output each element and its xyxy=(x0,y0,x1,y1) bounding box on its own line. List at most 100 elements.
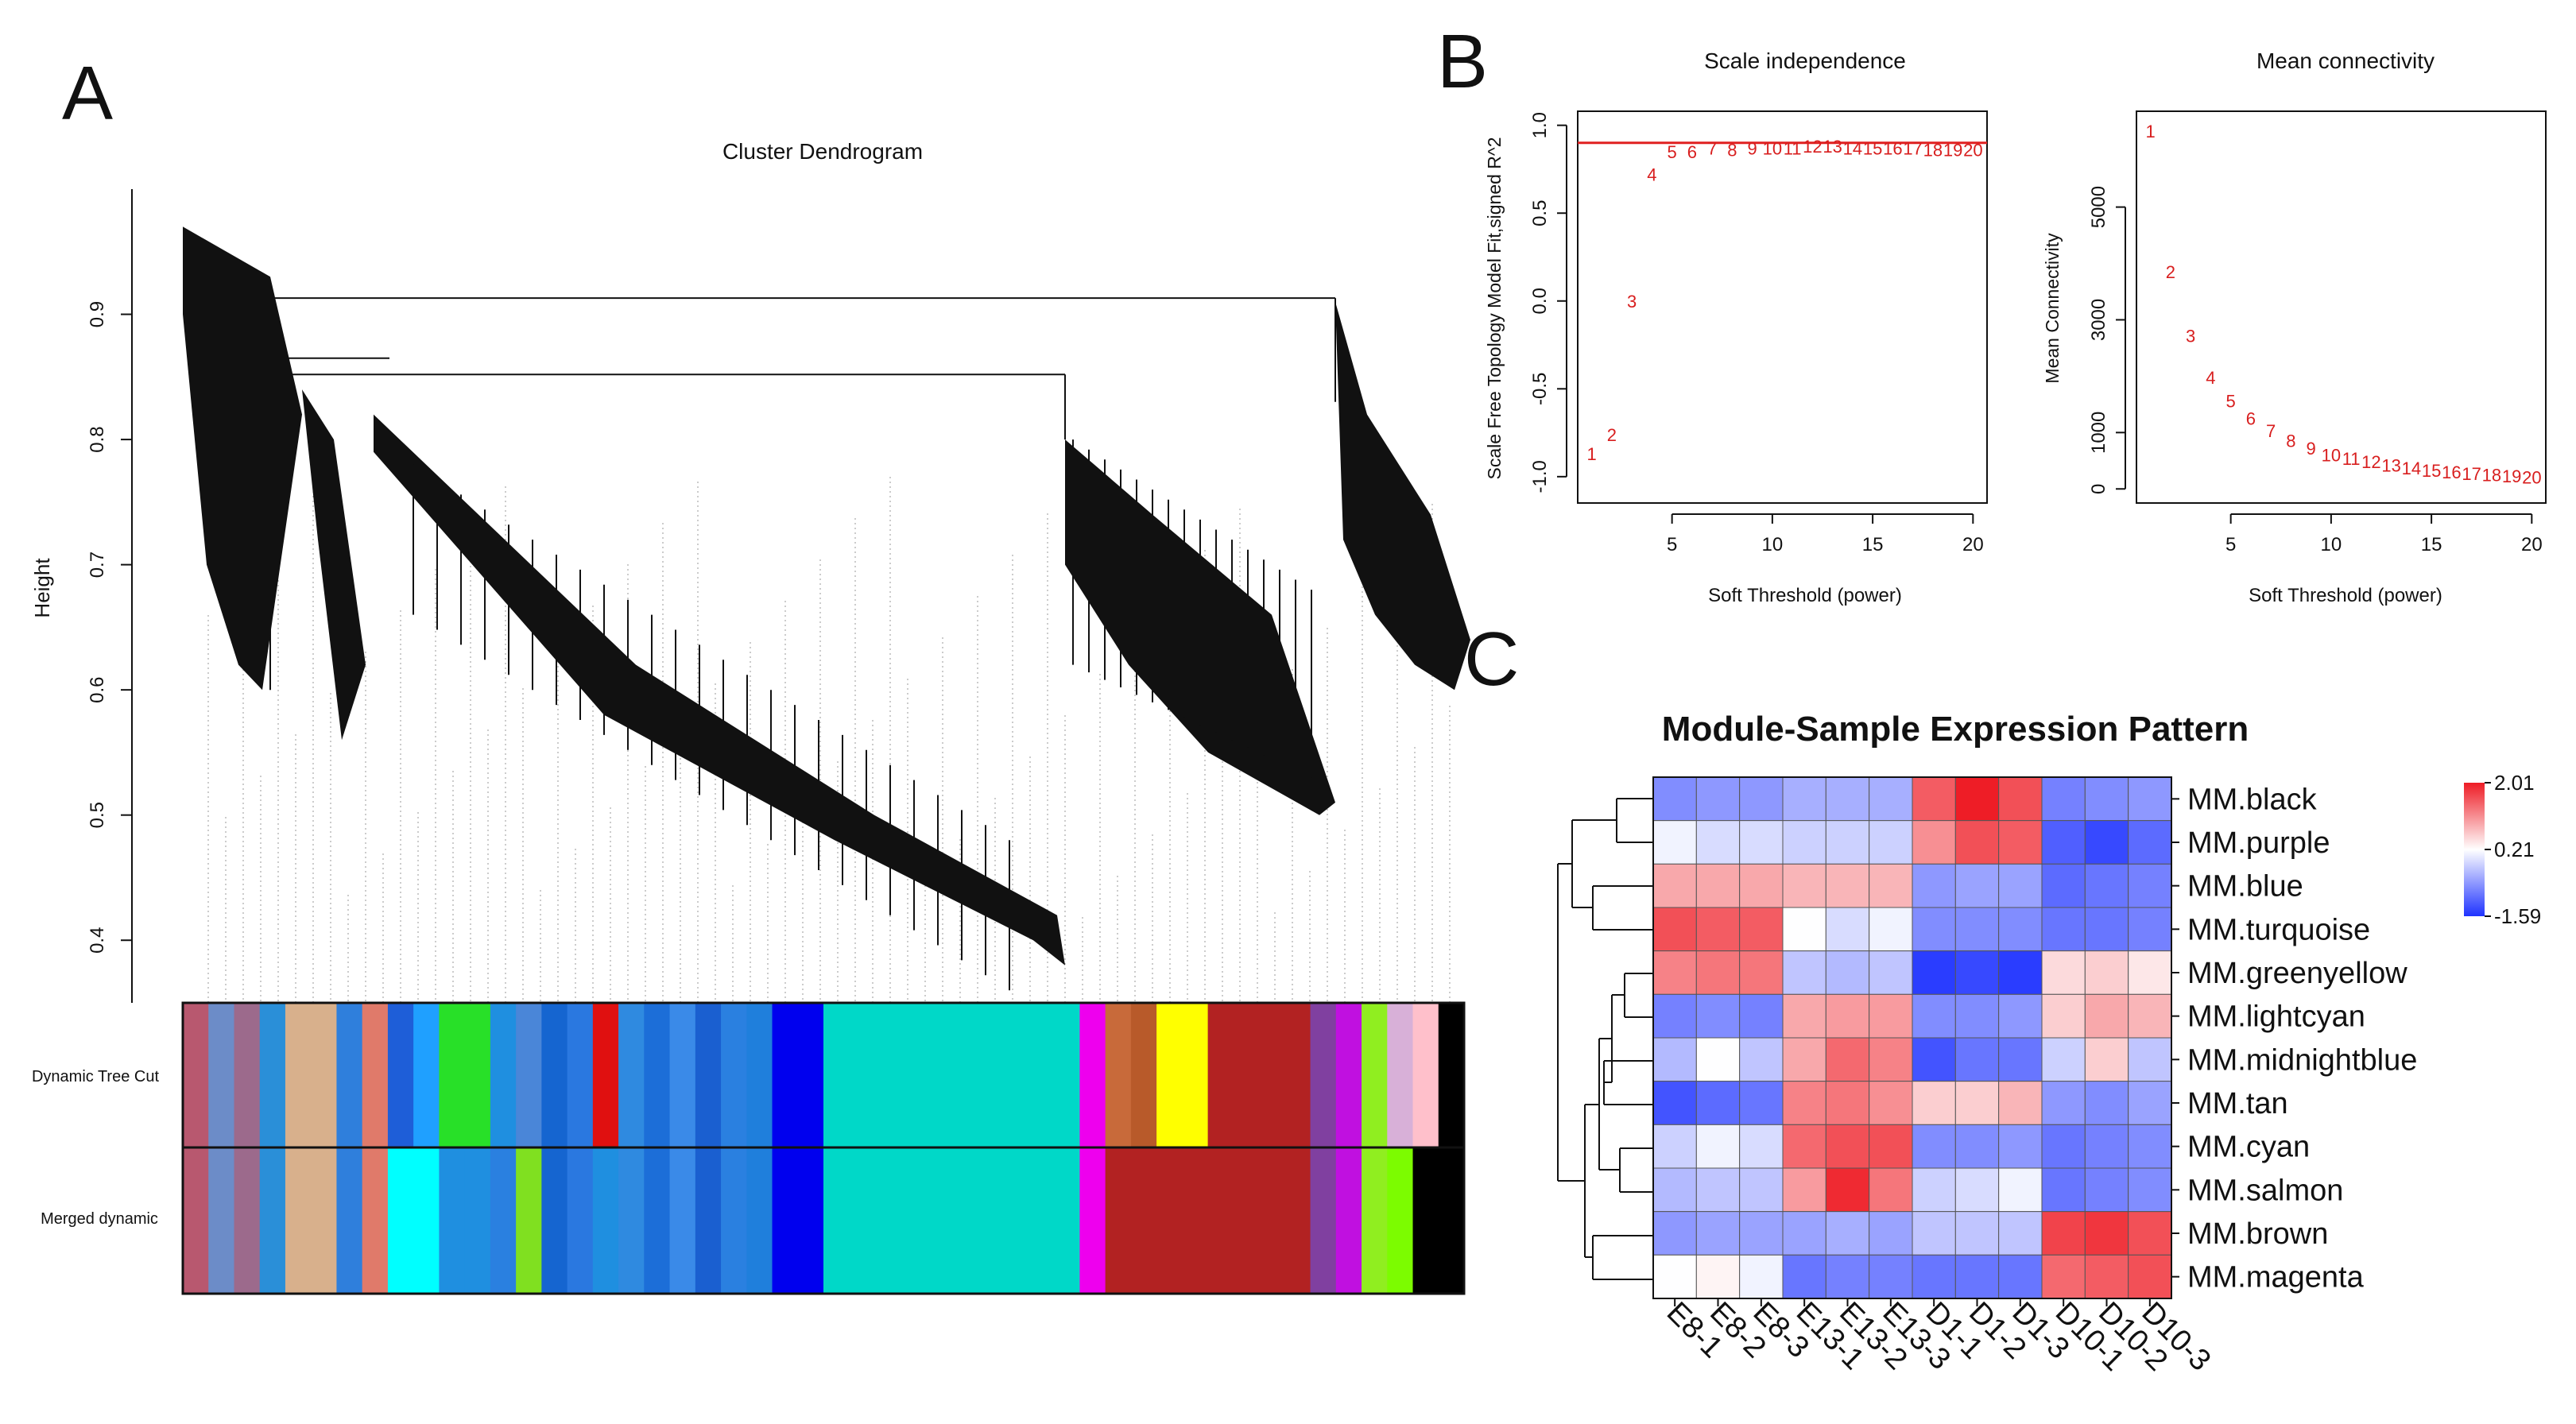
module-color-segment xyxy=(695,1147,722,1294)
module-color-segment xyxy=(1028,1147,1055,1294)
heatmap-cell xyxy=(1825,776,1870,822)
heatmap-cell xyxy=(1912,776,1956,822)
heatmap-cell xyxy=(1954,1254,2000,1299)
heatmap-row-label: MM.cyan xyxy=(2187,1131,2310,1164)
y-tick-label: 3000 xyxy=(2088,299,2109,341)
heatmap-cell xyxy=(1782,1124,1826,1169)
heatmap-cell xyxy=(1869,1081,1913,1125)
heatmap-cell xyxy=(2041,776,2086,822)
heatmap-cell xyxy=(1652,1254,1697,1299)
module-color-segment xyxy=(1438,1147,1465,1294)
module-color-segment xyxy=(1438,1003,1465,1147)
heatmap-cell xyxy=(1739,1254,1784,1299)
mean-connectivity-frame xyxy=(2136,110,2547,504)
threshold-point-label: 2 xyxy=(2166,262,2175,282)
module-color-segment xyxy=(516,1003,542,1147)
module-color-segment xyxy=(336,1003,363,1147)
heatmap-cell xyxy=(2128,1167,2172,1213)
threshold-point-label: 12 xyxy=(2361,452,2380,472)
module-color-segment xyxy=(1105,1147,1132,1294)
heatmap-row-label: MM.greenyellow xyxy=(2187,957,2407,990)
heatmap-cell xyxy=(1825,907,1870,952)
module-color-segment xyxy=(387,1147,414,1294)
module-color-segment xyxy=(1054,1147,1080,1294)
heatmap-row-label: MM.black xyxy=(2187,783,2318,816)
threshold-point-label: 19 xyxy=(2502,466,2521,486)
heatmap-cell xyxy=(2128,1081,2172,1125)
heatmap-cell xyxy=(1998,1254,2043,1299)
module-color-segment xyxy=(208,1003,235,1147)
heatmap-cell xyxy=(2128,1037,2172,1082)
heatmap-cell xyxy=(1998,1037,2043,1082)
heatmap-cell xyxy=(1912,820,1956,865)
threshold-point-label: 3 xyxy=(1627,292,1637,312)
module-color-segment xyxy=(772,1147,799,1294)
heatmap-cell xyxy=(2128,776,2172,822)
dendrogram-dense-cluster xyxy=(183,226,302,691)
heatmap-cell xyxy=(1652,863,1697,908)
heatmap-cell xyxy=(1782,993,1826,1039)
module-color-segment xyxy=(592,1147,619,1294)
module-color-segment xyxy=(1182,1147,1209,1294)
heatmap-cell xyxy=(1998,863,2043,908)
threshold-point-label: 5 xyxy=(2226,392,2236,412)
heatmap-cell xyxy=(2084,820,2129,865)
module-color-segment xyxy=(1002,1147,1029,1294)
threshold-point-label: 11 xyxy=(1784,138,1802,158)
module-color-segment xyxy=(823,1147,850,1294)
heatmap-cell xyxy=(2128,1254,2172,1299)
threshold-point-label: 15 xyxy=(1863,138,1882,158)
heatmap-cell xyxy=(1825,1037,1870,1082)
heatmap-cell xyxy=(1652,1037,1697,1082)
threshold-point-label: 5 xyxy=(1668,142,1677,162)
heatmap-cell xyxy=(1782,1167,1826,1213)
panel-label-a: A xyxy=(62,51,113,136)
dendrogram-branch xyxy=(286,373,1066,440)
heatmap-cell xyxy=(1825,1211,1870,1256)
module-color-segment xyxy=(669,1147,696,1294)
threshold-point-label: 6 xyxy=(2246,409,2256,429)
heatmap-row-label: MM.midnightblue xyxy=(2187,1043,2417,1077)
heatmap-cell xyxy=(1869,1211,1913,1256)
heatmap-cell xyxy=(2128,993,2172,1039)
module-color-segment xyxy=(1156,1003,1183,1147)
module-color-segment xyxy=(1310,1147,1337,1294)
heatmap-cell xyxy=(1695,1167,1741,1213)
heatmap-cell xyxy=(2128,950,2172,995)
heatmap-row-label: MM.brown xyxy=(2187,1217,2328,1251)
heatmap-cell xyxy=(1998,776,2043,822)
module-color-segment xyxy=(823,1003,850,1147)
module-color-segment xyxy=(567,1003,594,1147)
heatmap-cell xyxy=(1998,950,2043,995)
module-color-segment xyxy=(977,1147,1004,1294)
module-color-segment xyxy=(311,1003,338,1147)
heatmap-cell xyxy=(2041,1254,2086,1299)
y-tick-label: 0.0 xyxy=(1529,288,1551,314)
heatmap-cell xyxy=(1652,776,1697,822)
module-color-segment xyxy=(362,1147,389,1294)
threshold-point-label: 11 xyxy=(2342,449,2361,469)
module-color-segment xyxy=(1207,1147,1234,1294)
heatmap-cell xyxy=(1782,820,1826,865)
heatmap-cell xyxy=(1739,1211,1784,1256)
heatmap-cell xyxy=(1825,1081,1870,1125)
module-color-segment xyxy=(849,1147,876,1294)
x-tick-label: 5 xyxy=(2225,534,2236,555)
module-color-segment xyxy=(208,1147,235,1294)
heatmap-cell xyxy=(1912,1124,1956,1169)
module-color-segment xyxy=(1412,1003,1439,1147)
heatmap-cell xyxy=(2084,907,2129,952)
dynamic-tree-cut-colorbar xyxy=(183,1003,1465,1147)
module-color-segment xyxy=(849,1003,876,1147)
y-tick-label: 1000 xyxy=(2088,412,2109,454)
module-color-segment xyxy=(1233,1147,1260,1294)
module-color-segment xyxy=(362,1003,389,1147)
module-color-segment xyxy=(1054,1003,1080,1147)
heatmap-cell xyxy=(1739,863,1784,908)
module-color-segment xyxy=(1259,1003,1285,1147)
x-tick-label: 15 xyxy=(2421,534,2442,555)
heatmap-cell xyxy=(1782,1081,1826,1125)
threshold-point-label: 18 xyxy=(2482,466,2501,486)
module-color-segment xyxy=(1259,1147,1285,1294)
